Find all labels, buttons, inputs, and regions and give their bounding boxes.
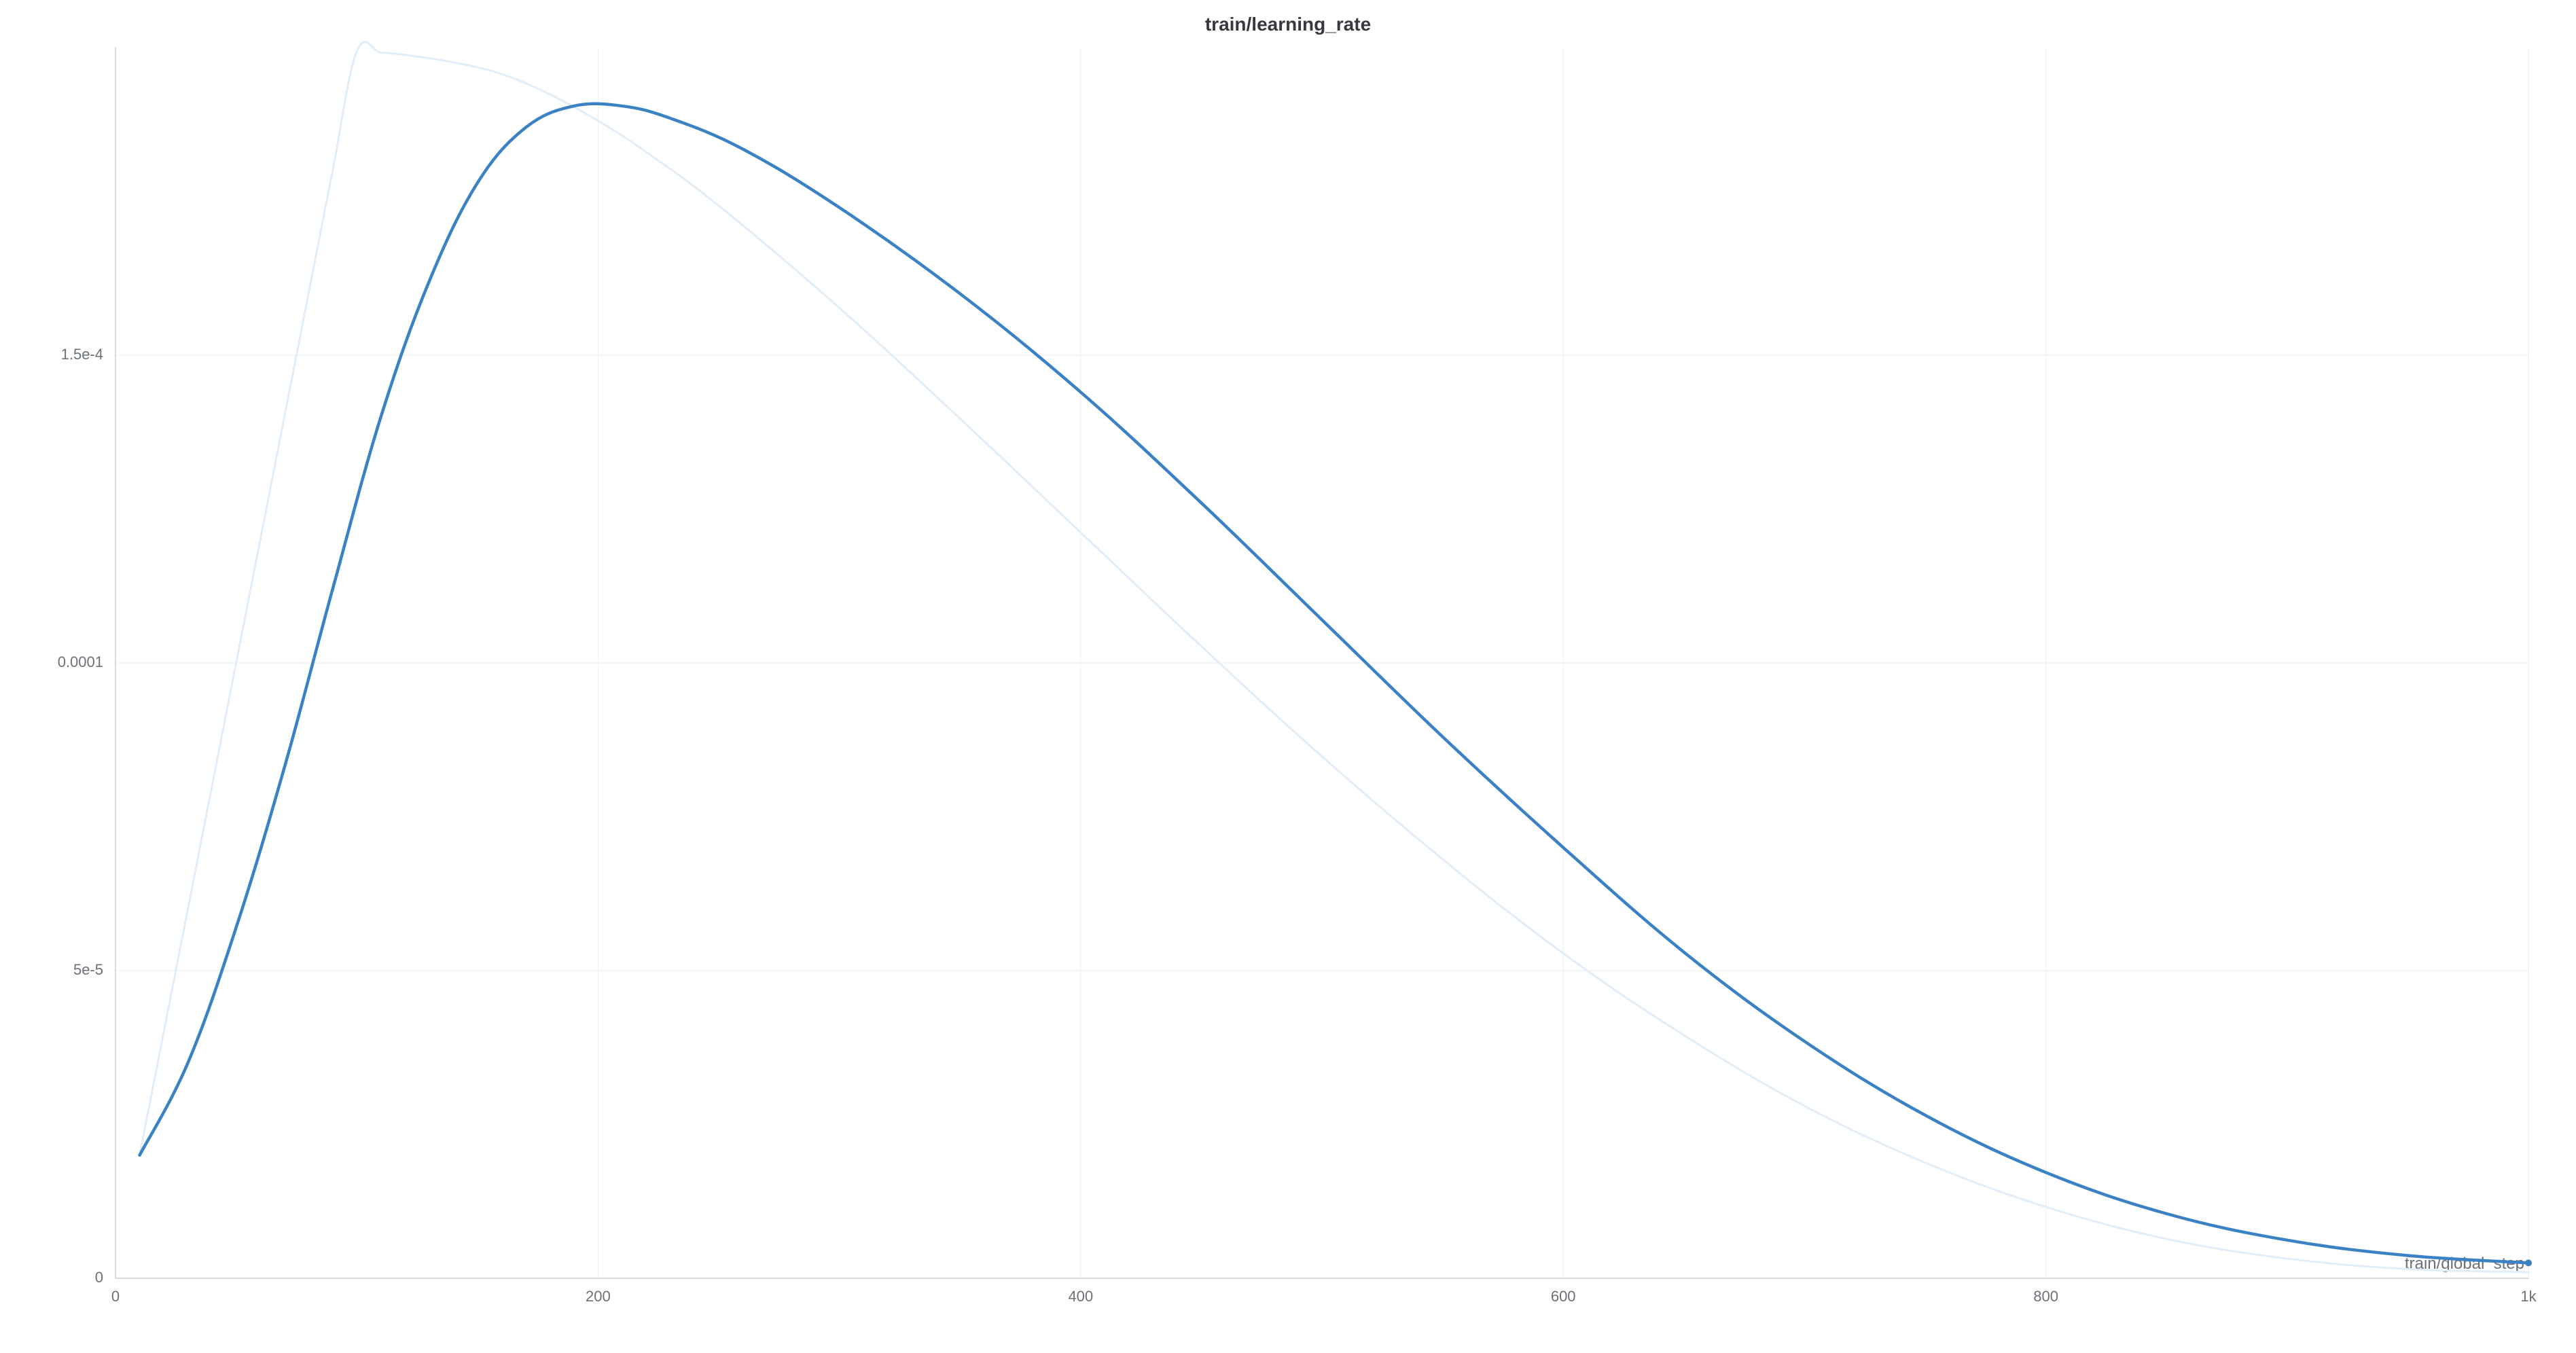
x-tick-label: 600 [1551, 1288, 1576, 1305]
series-smoothed-end-marker [2525, 1259, 2532, 1266]
y-tick-label: 5e-5 [73, 961, 103, 978]
x-tick-label: 400 [1068, 1288, 1093, 1305]
x-tick-label: 0 [111, 1288, 120, 1305]
x-tick-label: 200 [586, 1288, 611, 1305]
x-tick-label: 800 [2033, 1288, 2058, 1305]
y-tick-label: 1.5e-4 [61, 346, 103, 363]
chart-title: train/learning_rate [1205, 14, 1371, 35]
y-tick-label: 0.0001 [58, 653, 103, 670]
x-tick-label: 1k [2520, 1288, 2537, 1305]
y-tick-label: 0 [95, 1269, 103, 1286]
series-smoothed [140, 104, 2528, 1263]
series-raw [140, 42, 2528, 1272]
chart-plot-area: 05e-50.00011.5e-402004006008001ktrain/gl… [27, 41, 2549, 1326]
